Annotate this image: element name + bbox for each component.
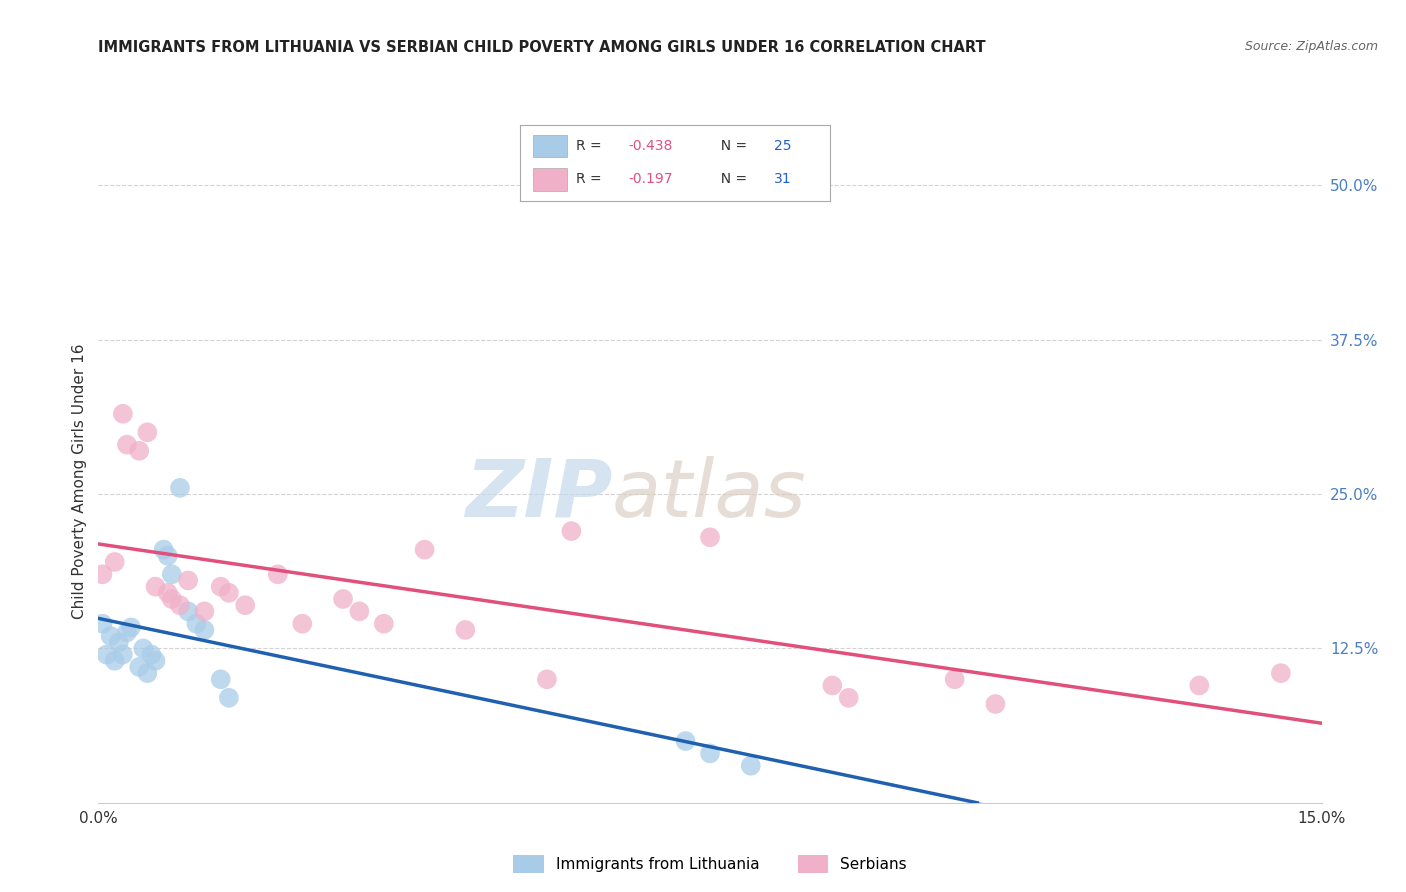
- Point: [267, 567, 290, 582]
- Text: ZIP: ZIP: [465, 456, 612, 533]
- Point: [145, 654, 167, 668]
- Point: [91, 616, 114, 631]
- Point: [128, 660, 150, 674]
- Point: [136, 425, 159, 440]
- Text: IMMIGRANTS FROM LITHUANIA VS SERBIAN CHILD POVERTY AMONG GIRLS UNDER 16 CORRELAT: IMMIGRANTS FROM LITHUANIA VS SERBIAN CHI…: [98, 40, 986, 55]
- Legend: Immigrants from Lithuania, Serbians: Immigrants from Lithuania, Serbians: [508, 849, 912, 879]
- Point: [104, 654, 127, 668]
- Point: [218, 690, 240, 705]
- Point: [193, 623, 215, 637]
- Point: [128, 443, 150, 458]
- Text: -0.438: -0.438: [628, 139, 673, 153]
- Point: [156, 586, 179, 600]
- Point: [104, 555, 127, 569]
- Point: [373, 616, 395, 631]
- Point: [209, 580, 232, 594]
- Text: Source: ZipAtlas.com: Source: ZipAtlas.com: [1244, 40, 1378, 54]
- Point: [1270, 666, 1292, 681]
- Point: [209, 673, 232, 687]
- Point: [186, 616, 208, 631]
- Point: [177, 574, 200, 588]
- Point: [141, 648, 163, 662]
- Point: [169, 481, 191, 495]
- Point: [838, 690, 860, 705]
- Point: [115, 437, 138, 451]
- Point: [96, 648, 118, 662]
- Point: [454, 623, 477, 637]
- Point: [177, 604, 200, 618]
- Point: [560, 524, 582, 538]
- Text: R =: R =: [576, 139, 606, 153]
- Point: [536, 673, 558, 687]
- Point: [943, 673, 966, 687]
- Text: R =: R =: [576, 172, 606, 186]
- Point: [740, 758, 762, 772]
- FancyBboxPatch shape: [533, 168, 567, 191]
- Point: [156, 549, 179, 563]
- Text: N =: N =: [711, 139, 751, 153]
- Point: [108, 635, 131, 649]
- Point: [160, 567, 183, 582]
- Point: [91, 567, 114, 582]
- Point: [1188, 678, 1211, 692]
- Text: 31: 31: [773, 172, 792, 186]
- Text: -0.197: -0.197: [628, 172, 673, 186]
- Point: [132, 641, 155, 656]
- Point: [233, 598, 256, 612]
- Point: [332, 592, 354, 607]
- Point: [349, 604, 371, 618]
- Point: [413, 542, 436, 557]
- Point: [821, 678, 844, 692]
- Point: [699, 530, 721, 544]
- Point: [291, 616, 314, 631]
- Text: atlas: atlas: [612, 456, 807, 533]
- Point: [111, 648, 134, 662]
- Point: [100, 629, 122, 643]
- Point: [699, 747, 721, 761]
- Point: [218, 586, 240, 600]
- FancyBboxPatch shape: [533, 135, 567, 158]
- Point: [160, 592, 183, 607]
- Point: [136, 666, 159, 681]
- Text: N =: N =: [711, 172, 751, 186]
- Point: [169, 598, 191, 612]
- Point: [152, 542, 174, 557]
- Point: [675, 734, 697, 748]
- Point: [145, 580, 167, 594]
- Y-axis label: Child Poverty Among Girls Under 16: Child Poverty Among Girls Under 16: [72, 344, 87, 619]
- Point: [111, 407, 134, 421]
- Point: [115, 625, 138, 640]
- Point: [193, 604, 215, 618]
- Point: [120, 620, 142, 634]
- Point: [984, 697, 1007, 711]
- Text: 25: 25: [773, 139, 792, 153]
